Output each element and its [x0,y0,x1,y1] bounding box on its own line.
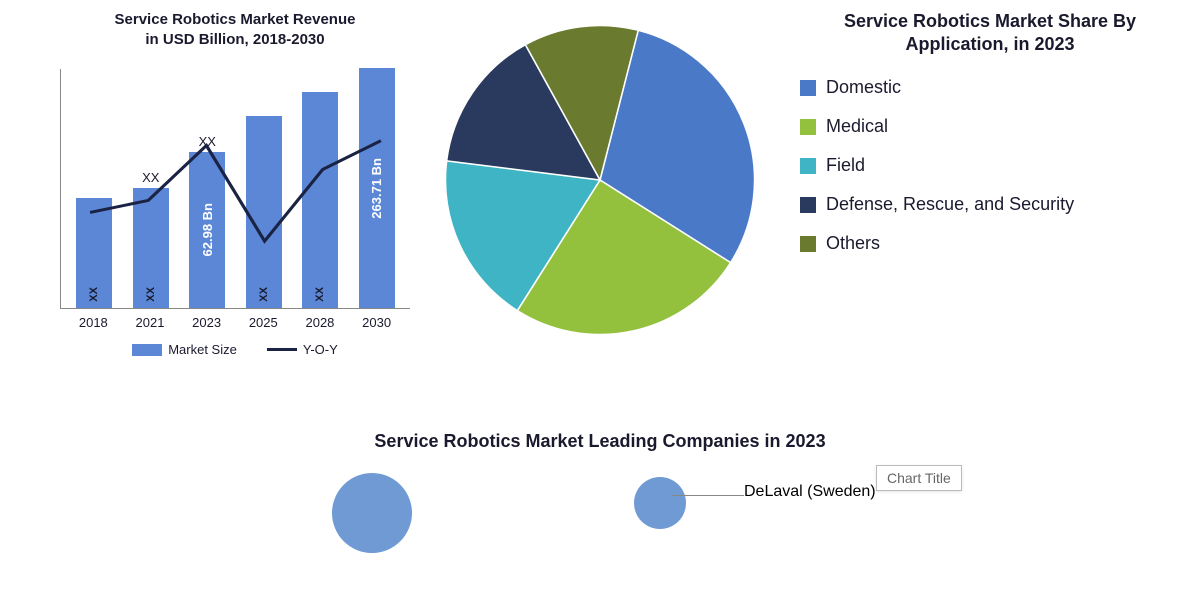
bar-xx-label: XX [258,287,270,302]
bar-xx-label: XX [314,287,326,302]
legend-yoy: Y-O-Y [267,342,338,357]
legend-label: Medical [826,116,888,137]
legend-label: Others [826,233,880,254]
chart-title-tooltip: Chart Title [876,465,962,491]
pie-legend-item: Medical [800,116,1170,137]
legend-market-size: Market Size [132,342,237,357]
bar-column: XX [74,198,114,308]
x-axis-label: 2023 [187,315,227,330]
bar-chart-title: Service Robotics Market Revenue in USD B… [60,10,410,49]
pie-legend-item: Others [800,233,1170,254]
bar-column: XX [244,116,284,308]
legend-label: Defense, Rescue, and Security [826,194,1074,215]
bar-value-label: 263.71 Bn [369,158,384,219]
company-bubble [634,477,686,529]
x-axis-label: 2030 [357,315,397,330]
revenue-bar-chart: Service Robotics Market Revenue in USD B… [0,0,420,400]
legend-swatch-icon [800,119,816,135]
bar: XX [246,116,282,308]
bar: 62.98 BnXX [189,152,225,308]
bar-value-label: 62.98 Bn [200,203,215,256]
pie-legend-item: Field [800,155,1170,176]
bubble-chart-title: Service Robotics Market Leading Companie… [0,430,1200,453]
bar-chart-plot: XXXXXX62.98 BnXXXXXX263.71 Bn [60,69,410,309]
leading-companies-chart: Service Robotics Market Leading Companie… [0,400,1200,600]
bubble-label: DeLaval (Sweden) [744,483,876,501]
bar-chart-legend: Market Size Y-O-Y [60,342,410,357]
bar: XX [302,92,338,308]
bar-xx-label: XX [145,287,157,302]
bar-column: 62.98 BnXX [187,152,227,308]
bar-top-xx-label: XX [199,134,216,149]
pie-legend-item: Defense, Rescue, and Security [800,194,1170,215]
bar: 263.71 Bn [359,68,395,308]
company-bubble [332,473,412,553]
x-axis-label: 2021 [130,315,170,330]
legend-swatch-icon [800,197,816,213]
legend-swatch-icon [800,158,816,174]
legend-swatch-icon [800,236,816,252]
x-axis-label: 2018 [73,315,113,330]
bar: XXXX [133,188,169,308]
pie-legend-item: Domestic [800,77,1170,98]
leader-line [672,495,744,496]
pie-chart-title: Service Robotics Market Share By Applica… [790,10,1190,57]
x-axis-label: 2028 [300,315,340,330]
pie-plot [430,10,770,350]
bar-column: XX [300,92,340,308]
bar-column: XXXX [131,188,171,308]
bar-xx-label: XX [88,287,100,302]
legend-label: Field [826,155,865,176]
bar: XX [76,198,112,308]
bar-top-xx-label: XX [142,170,159,185]
legend-swatch-icon [800,80,816,96]
bar-column: 263.71 Bn [357,68,397,308]
bubble-plot: DeLaval (Sweden)Chart Title [0,453,1200,583]
line-swatch-icon [267,348,297,351]
pie-legend: Domestic Medical Field Defense, Rescue, and… [790,67,1190,254]
market-share-pie-chart: Service Robotics Market Share By Applica… [420,0,1200,400]
bar-x-axis: 2018 2021 2023 2025 2028 2030 [60,309,410,330]
x-axis-label: 2025 [243,315,283,330]
legend-label: Domestic [826,77,901,98]
bar-swatch-icon [132,344,162,356]
